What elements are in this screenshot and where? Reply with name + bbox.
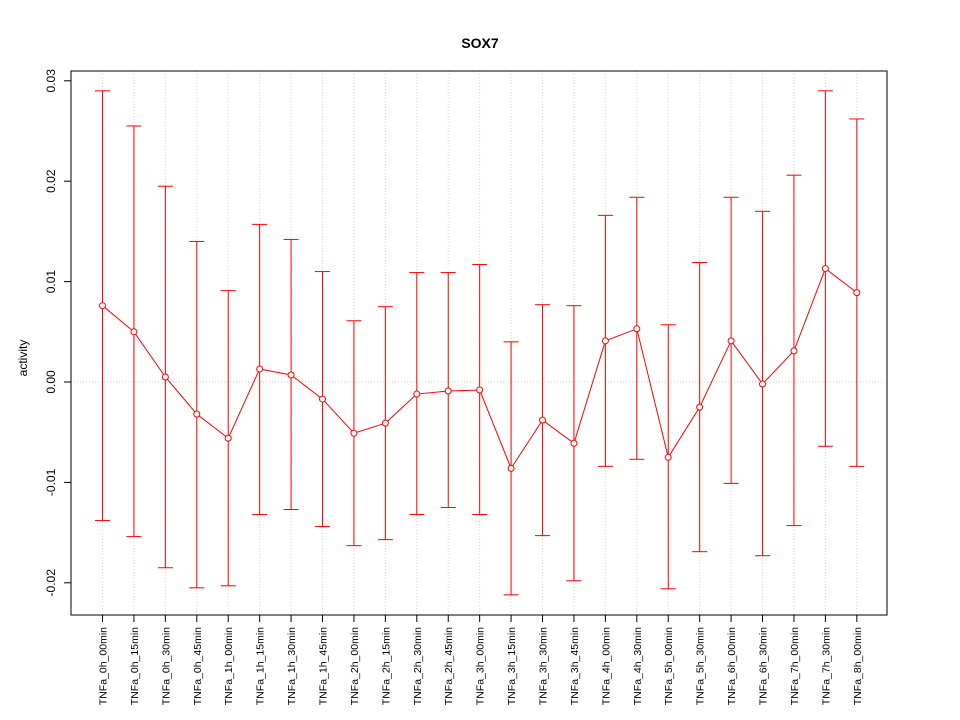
x-tick-label: TNFa_4h_30min bbox=[632, 627, 644, 705]
data-point bbox=[790, 347, 798, 355]
data-point bbox=[759, 380, 767, 388]
data-point bbox=[444, 387, 452, 395]
y-tick-label: -0.01 bbox=[44, 468, 58, 496]
data-point bbox=[193, 410, 201, 418]
data-point bbox=[99, 302, 106, 310]
x-tick-label: TNFa_2h_15min bbox=[380, 627, 392, 705]
y-tick-label: 0.03 bbox=[44, 69, 58, 93]
x-tick-label: TNFa_7h_00min bbox=[789, 627, 801, 705]
x-tick-label: TNFa_3h_45min bbox=[569, 627, 581, 705]
x-tick-label: TNFa_8h_00min bbox=[852, 627, 864, 705]
x-tick-label: TNFa_7h_30min bbox=[820, 627, 832, 705]
data-point bbox=[727, 337, 735, 345]
x-tick-label: TNFa_2h_45min bbox=[443, 627, 455, 705]
x-tick-label: TNFa_3h_00min bbox=[475, 627, 487, 705]
chart-title: SOX7 bbox=[461, 35, 499, 51]
x-tick-label: TNFa_0h_00min bbox=[98, 627, 110, 705]
x-tick-label: TNFa_6h_00min bbox=[726, 627, 738, 705]
y-tick-label: 0.02 bbox=[44, 169, 58, 193]
x-tick-label: TNFa_5h_00min bbox=[663, 627, 675, 705]
data-point bbox=[413, 390, 421, 398]
data-point bbox=[507, 464, 515, 472]
data-point bbox=[476, 386, 484, 394]
x-tick-label: TNFa_2h_30min bbox=[412, 627, 424, 705]
data-point bbox=[633, 325, 641, 333]
y-tick-label: 0.01 bbox=[44, 270, 58, 294]
x-tick-label: TNFa_0h_30min bbox=[160, 627, 172, 705]
data-point bbox=[853, 289, 861, 297]
data-point bbox=[539, 416, 547, 424]
data-point bbox=[381, 419, 389, 427]
y-axis-label: activity bbox=[16, 340, 30, 377]
y-tick-label: 0.00 bbox=[44, 370, 58, 394]
data-point bbox=[664, 453, 672, 461]
x-tick-label: TNFa_4h_00min bbox=[600, 627, 612, 705]
data-points bbox=[99, 265, 861, 472]
data-point bbox=[256, 365, 264, 373]
x-tick-label: TNFa_1h_30min bbox=[286, 627, 298, 705]
data-point bbox=[821, 265, 829, 273]
x-tick-label: TNFa_2h_00min bbox=[349, 627, 361, 705]
data-point bbox=[161, 373, 169, 381]
data-point bbox=[130, 328, 138, 336]
x-tick-label: TNFa_1h_00min bbox=[223, 627, 235, 705]
data-point bbox=[350, 429, 358, 437]
x-tick-label: TNFa_1h_15min bbox=[255, 627, 267, 705]
x-tick-label: TNFa_3h_30min bbox=[538, 627, 550, 705]
data-point bbox=[287, 371, 295, 379]
x-tick-label: TNFa_6h_30min bbox=[758, 627, 770, 705]
y-tick-label: -0.02 bbox=[44, 569, 58, 597]
x-tick-label: TNFa_0h_45min bbox=[192, 627, 204, 705]
plot-frame bbox=[70, 70, 888, 616]
data-point bbox=[570, 439, 578, 447]
x-tick-label: TNFa_1h_45min bbox=[318, 627, 330, 705]
x-tick-label: TNFa_5h_30min bbox=[695, 627, 707, 705]
x-tick-label: TNFa_0h_15min bbox=[129, 627, 141, 705]
data-point bbox=[319, 395, 327, 403]
data-point bbox=[224, 434, 232, 442]
data-point bbox=[601, 337, 609, 345]
data-point bbox=[696, 403, 704, 411]
x-tick-label: TNFa_3h_15min bbox=[506, 627, 518, 705]
